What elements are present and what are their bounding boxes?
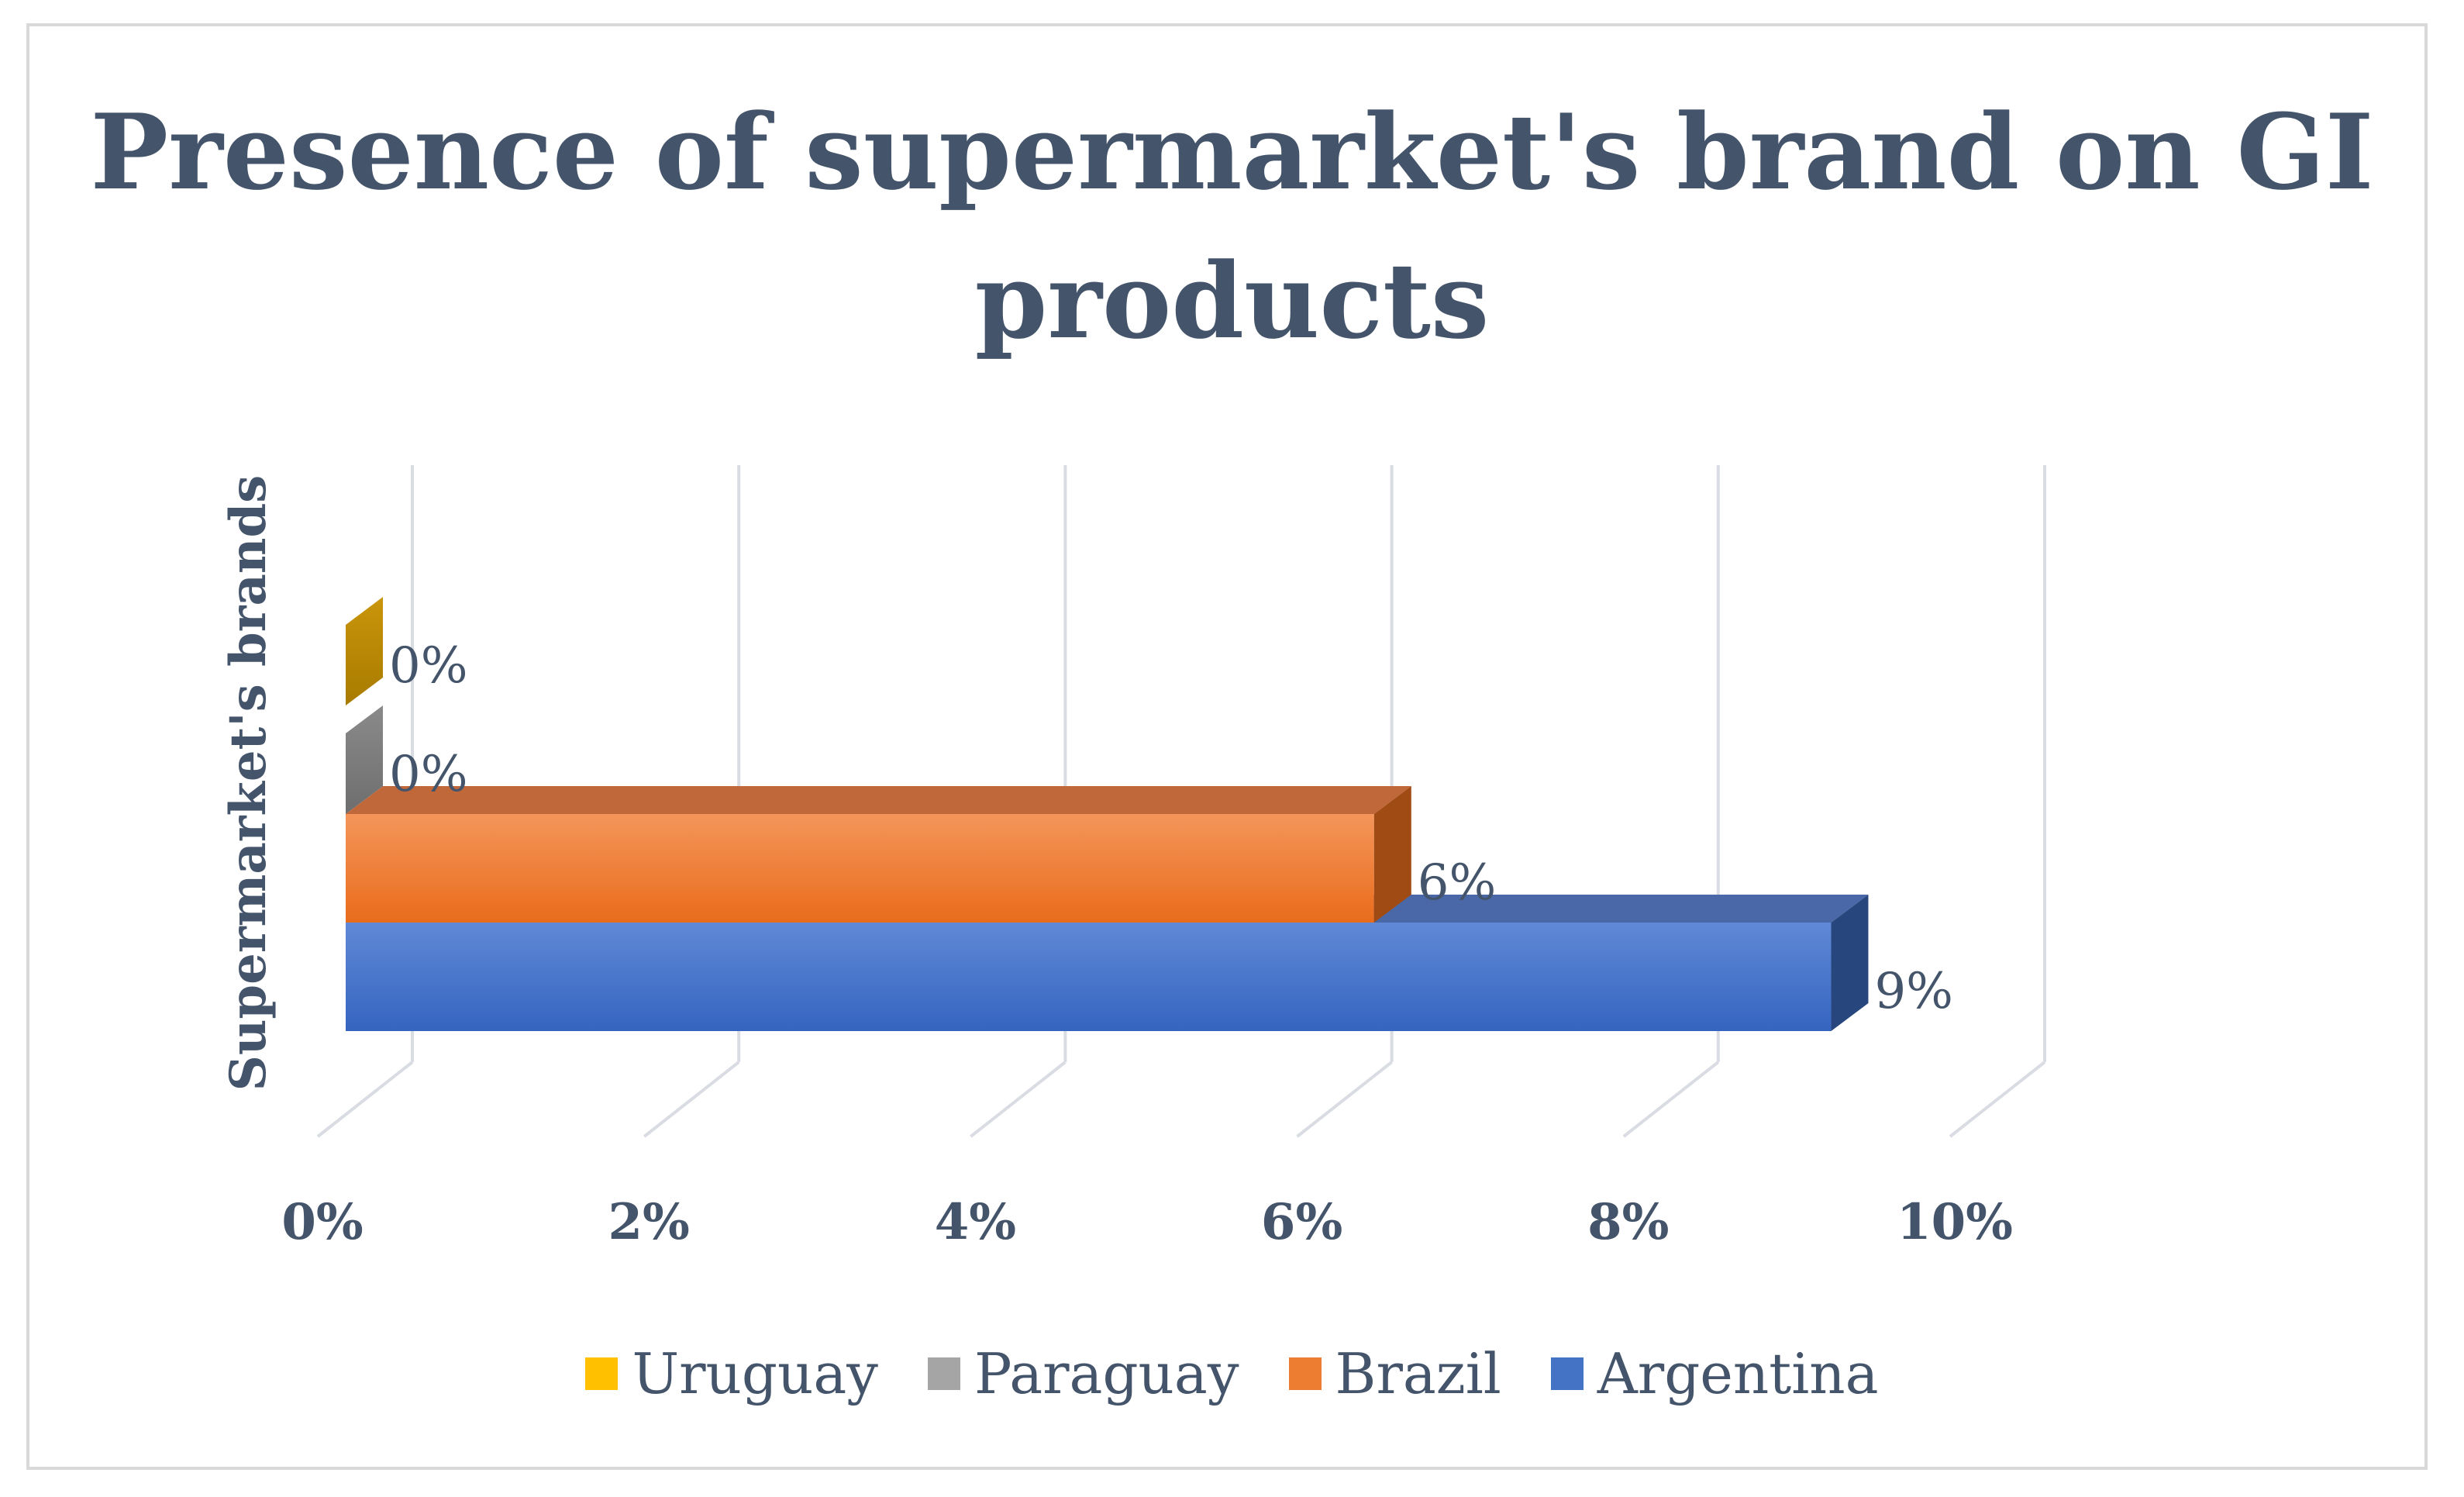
bar-brazil-top bbox=[346, 786, 1411, 814]
legend-label-paraguay: Paraguay bbox=[974, 1341, 1239, 1406]
floor-gridline-3 bbox=[1296, 1061, 1393, 1138]
data-label-uruguay: 0% bbox=[389, 637, 468, 695]
y-axis-label: Supermarket's brands bbox=[219, 475, 277, 1092]
legend-item-argentina: Argentina bbox=[1550, 1341, 1879, 1406]
bar-brazil-side bbox=[1373, 786, 1411, 923]
legend-item-brazil: Brazil bbox=[1288, 1341, 1501, 1406]
floor-gridline-2 bbox=[970, 1061, 1067, 1138]
legend-swatch-paraguay bbox=[927, 1357, 960, 1390]
bar-uruguay bbox=[346, 597, 383, 705]
x-tick-label-1: 2% bbox=[608, 1193, 690, 1251]
legend-label-uruguay: Uruguay bbox=[632, 1341, 878, 1406]
legend: Uruguay Paraguay Brazil Argentina bbox=[0, 1341, 2464, 1406]
floor-gridline-0 bbox=[316, 1061, 414, 1138]
bar-paraguay bbox=[346, 705, 383, 814]
x-tick-label-3: 6% bbox=[1261, 1193, 1342, 1251]
bar-argentina bbox=[346, 923, 1832, 1031]
legend-label-brazil: Brazil bbox=[1335, 1341, 1501, 1406]
chart-frame bbox=[26, 23, 2428, 1470]
x-tick-label-0: 0% bbox=[281, 1193, 363, 1251]
x-tick-label-4: 8% bbox=[1587, 1193, 1669, 1251]
data-label-argentina: 9% bbox=[1874, 963, 1953, 1020]
x-tick-label-2: 4% bbox=[935, 1193, 1016, 1251]
floor-gridline-5 bbox=[1949, 1061, 2046, 1138]
data-label-paraguay: 0% bbox=[389, 746, 468, 803]
x-tick-label-5: 10% bbox=[1897, 1193, 2013, 1251]
legend-swatch-uruguay bbox=[585, 1357, 619, 1390]
legend-item-paraguay: Paraguay bbox=[927, 1341, 1239, 1406]
floor-gridline-1 bbox=[643, 1061, 740, 1138]
legend-swatch-brazil bbox=[1288, 1357, 1322, 1390]
chart-title: Presence of supermarket's brand on GI pr… bbox=[90, 91, 2374, 362]
bar-brazil bbox=[346, 814, 1374, 923]
legend-label-argentina: Argentina bbox=[1597, 1341, 1879, 1406]
legend-item-uruguay: Uruguay bbox=[585, 1341, 878, 1406]
data-label-brazil: 6% bbox=[1418, 854, 1497, 912]
legend-swatch-argentina bbox=[1550, 1357, 1584, 1390]
bar-argentina-side bbox=[1831, 895, 1869, 1031]
floor-gridline-4 bbox=[1622, 1061, 1720, 1138]
